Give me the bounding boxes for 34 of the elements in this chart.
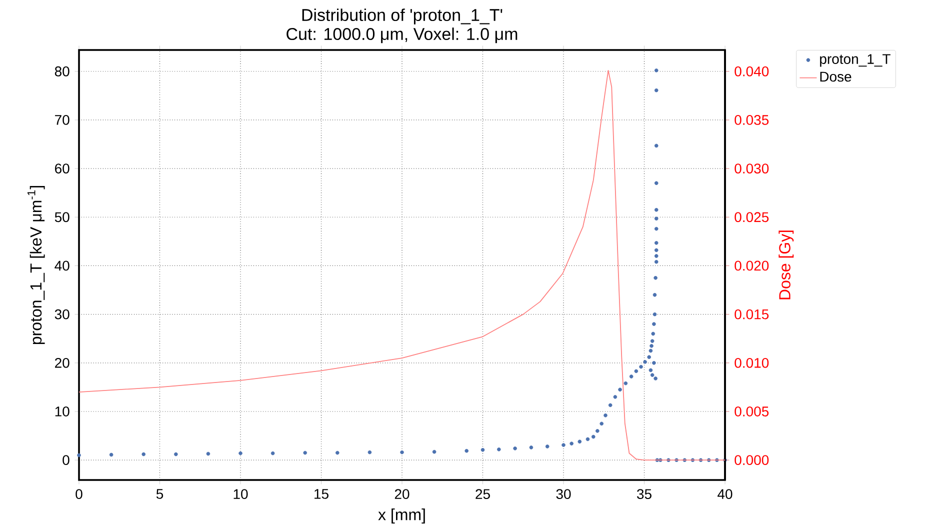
y-axis-title: proton_1_T [keV μm$^{-1}$] [28,186,45,344]
y2-tick-label: 0.000 [734,455,769,465]
x-tick-label: 0 [76,489,82,499]
x-tick-label: 20 [394,489,410,499]
y2-tick-label: 0.010 [734,358,769,368]
y-tick-label: 70 [55,114,70,125]
chart-title: Distribution of 'proton_1_T' [302,8,502,24]
y2-tick-label: 0.020 [734,260,769,271]
y2-tick-label: 0.005 [734,406,769,416]
x-tick-label: 25 [476,489,490,499]
x-tick-label: 5 [156,489,164,499]
y2-axis-title: Dose [Gy] [778,230,794,300]
x-tick-label: 10 [234,489,248,499]
y2-tick-label: 0.030 [734,164,769,174]
y-tick-label: 0 [62,455,70,465]
chart-subtitle: Cut: 1000.0 μm, Voxel: 1.0 μm [286,28,518,44]
legend-label: Dose [820,72,852,82]
y-tick-label: 20 [55,358,70,368]
y2-tick-label: 0.040 [734,66,769,76]
x-axis-title: x [mm] [378,508,425,524]
x-tick-label: 35 [637,489,652,499]
y2-tick-label: 0.015 [734,309,769,320]
y-tick-label: 60 [55,164,70,174]
y-tick-label: 80 [54,66,70,76]
y-tick-label: 10 [55,406,70,416]
legend-label: proton_1_T [820,54,890,67]
x-tick-label: 30 [556,489,571,499]
x-tick-label: 40 [718,489,732,499]
y-tick-label: 50 [54,212,70,222]
y-tick-label: 30 [54,309,70,320]
y2-tick-label: 0.025 [734,212,769,222]
y-tick-label: 40 [54,260,70,271]
y2-tick-label: 0.035 [734,114,769,125]
x-tick-label: 15 [314,489,328,499]
